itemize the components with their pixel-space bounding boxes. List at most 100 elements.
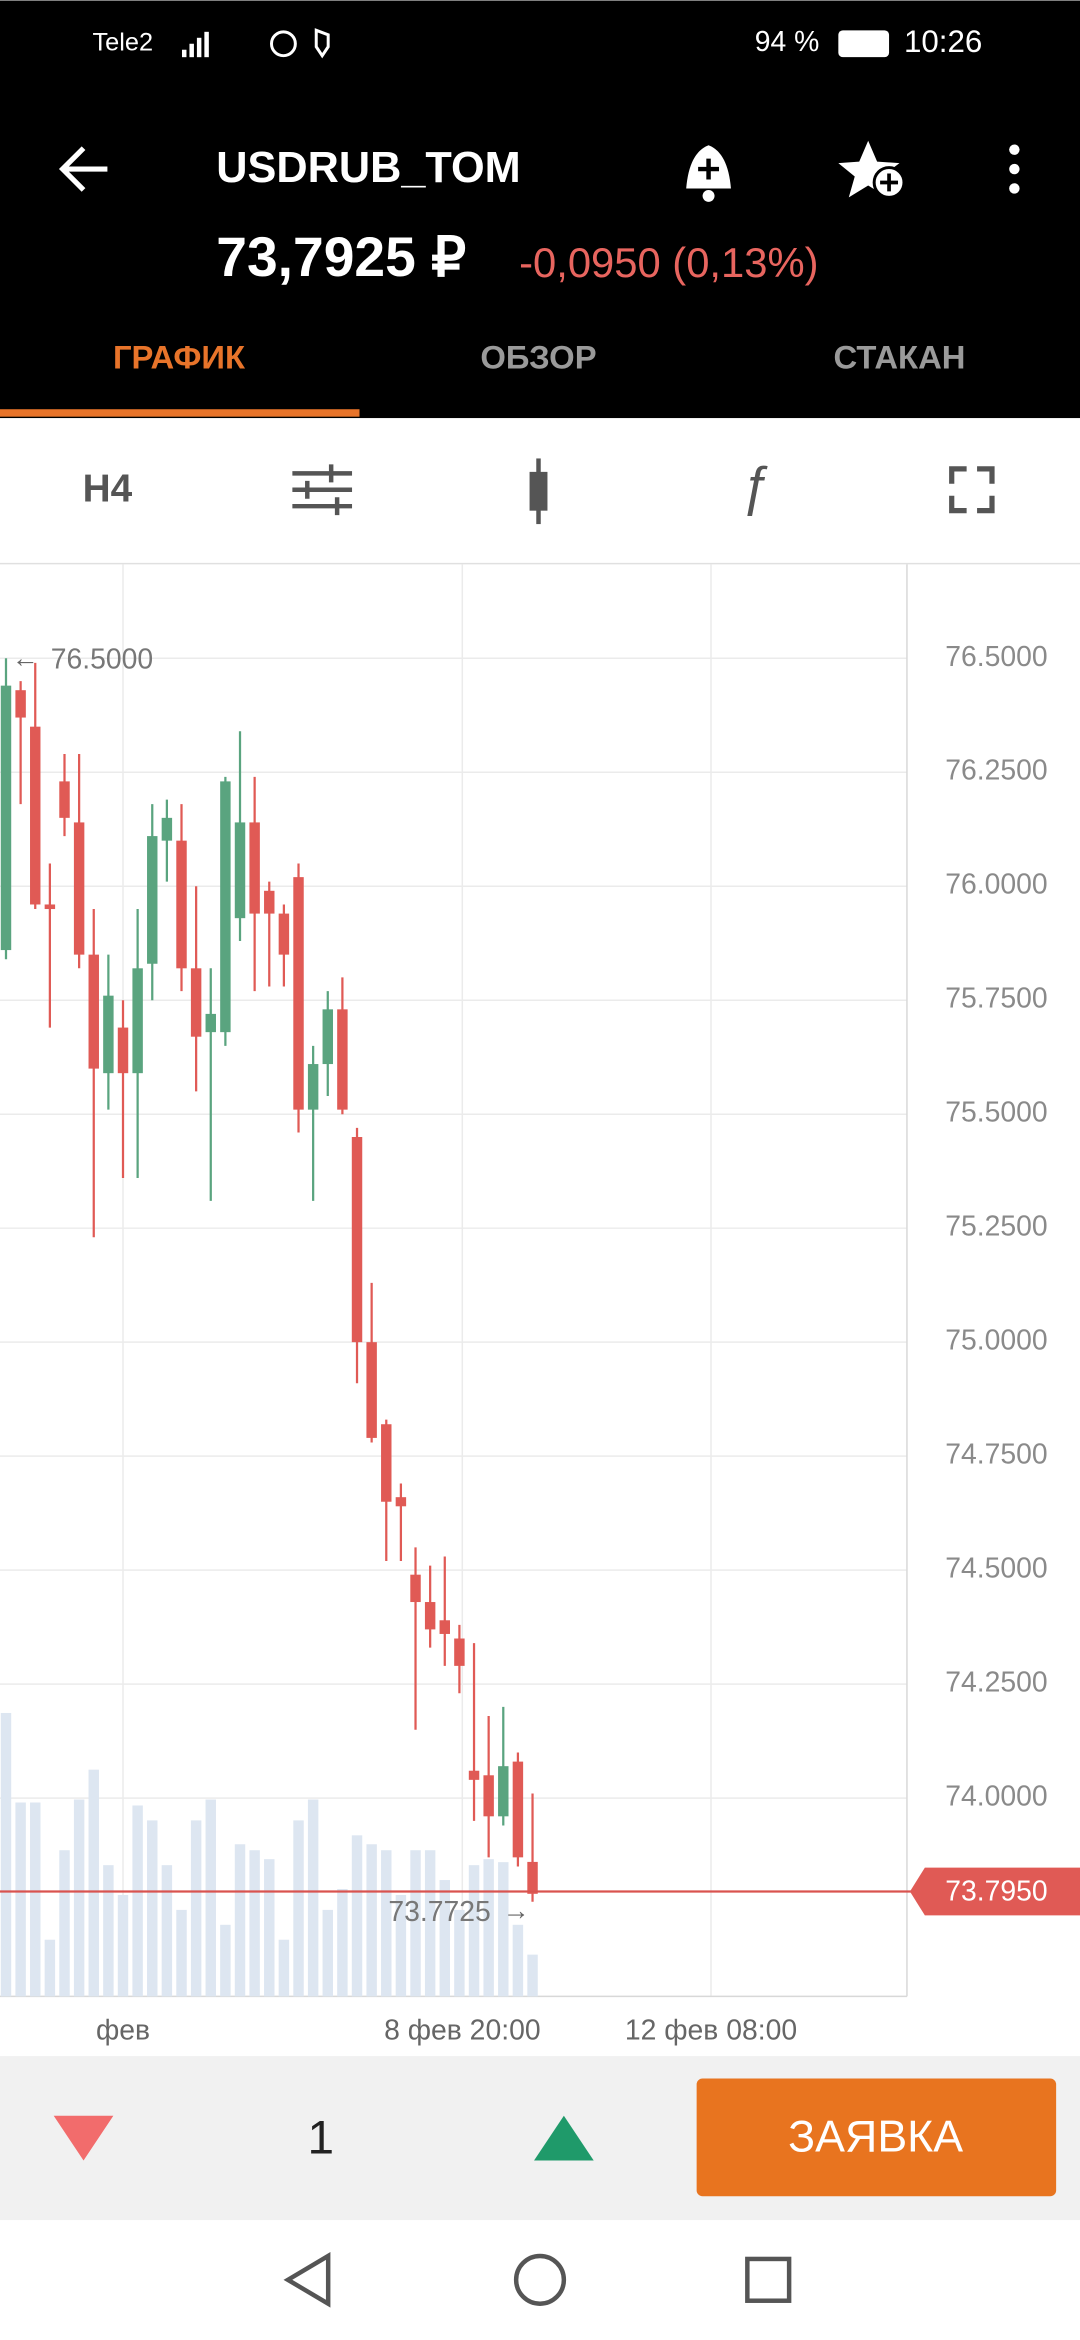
y-tick-label: 75.5000	[945, 1097, 1047, 1129]
candle-body	[176, 840, 187, 969]
chart: 74.0000 74.2500 74.5000 74.7500 75.0000 75.25…	[0, 564, 1080, 2047]
fullscreen-button[interactable]	[949, 466, 995, 514]
volume-bar	[512, 1924, 524, 1997]
last-price: 73,7925 ₽	[216, 226, 466, 288]
interval-button[interactable]: H4	[83, 468, 133, 511]
nav-home[interactable]	[513, 2253, 567, 2306]
candle-body	[234, 822, 246, 919]
tab[interactable]: ГРАФИК	[113, 339, 246, 376]
menu-button[interactable]	[1009, 144, 1020, 194]
y-tick-label: 74.5000	[945, 1553, 1047, 1585]
volume-bar	[439, 1880, 450, 1997]
back-button[interactable]	[58, 146, 108, 192]
volume-bar	[15, 1802, 26, 1997]
volume-bar	[73, 1799, 85, 1997]
y-tick-label: 74.7500	[945, 1439, 1047, 1471]
volume-bar	[103, 1865, 114, 1997]
app-header-bg	[0, 0, 1080, 419]
quantity[interactable]: 1	[307, 2112, 334, 2165]
candle-body	[512, 1761, 524, 1858]
alert-button[interactable]	[686, 145, 731, 202]
candle-body	[205, 1013, 216, 1033]
order-button[interactable]	[696, 2078, 1057, 2197]
order-button-label: ЗАЯВКА	[788, 2111, 963, 2161]
candle-body	[527, 1861, 538, 1894]
nav-recents[interactable]	[745, 2256, 792, 2303]
volume-bar	[264, 1859, 275, 1997]
x-tick-label: фев	[96, 2015, 150, 2047]
volume-bar	[44, 1939, 56, 1997]
candle-body	[44, 904, 56, 910]
volume-bar	[351, 1835, 363, 1997]
candle-body	[410, 1574, 421, 1603]
volume-bar	[293, 1820, 304, 1997]
indicators-button[interactable]: ƒ	[740, 456, 770, 517]
volume-bar	[322, 1909, 333, 1997]
volume-bar	[337, 1889, 348, 1997]
ticker-title: USDRUB_TOM	[216, 144, 520, 192]
candle-body	[278, 913, 290, 955]
max-arrow: ←	[12, 643, 39, 673]
candle-body	[161, 817, 173, 841]
y-tick-label: 75.7500	[945, 983, 1047, 1015]
candle-body	[220, 781, 231, 1033]
volume-bar	[307, 1799, 319, 1997]
candle-body	[454, 1638, 465, 1666]
sell-button[interactable]	[53, 2115, 114, 2161]
signal-icons	[181, 28, 330, 59]
battery-icon	[838, 30, 890, 58]
last-price-tag	[909, 1867, 1080, 1916]
y-tick-label: 76.0000	[945, 869, 1047, 901]
y-tick-label: 76.5000	[945, 641, 1047, 673]
volume-bar	[30, 1802, 41, 1997]
battery-level: 94 %	[755, 26, 820, 58]
tab[interactable]: ОБЗОР	[480, 339, 596, 376]
volume-bar	[117, 1894, 129, 1997]
candle-body	[88, 954, 99, 1069]
volume-bar	[249, 1850, 260, 1997]
candle-body	[395, 1497, 407, 1507]
favorite-button[interactable]	[838, 140, 906, 199]
last-price-label: 73.7950	[945, 1876, 1047, 1908]
candle-body	[147, 836, 158, 964]
buy-button[interactable]	[534, 2115, 594, 2161]
volume-bar	[278, 1939, 290, 1997]
settings-button[interactable]	[292, 464, 353, 516]
candle-body	[322, 1009, 333, 1065]
volume-bar	[498, 1862, 509, 1997]
nav-bar	[0, 2220, 1080, 2340]
nav-back[interactable]	[283, 2252, 331, 2308]
price-change: -0,0950 (0,13%)	[519, 239, 818, 286]
chart-type-button[interactable]	[529, 458, 548, 525]
candle-body	[307, 1064, 319, 1110]
candle-body	[59, 781, 70, 818]
y-tick-label: 74.0000	[945, 1781, 1047, 1813]
tab-indicator	[0, 409, 360, 417]
candle-body	[483, 1775, 494, 1817]
tab[interactable]: СТАКАН	[834, 339, 966, 376]
y-tick-label: 74.2500	[945, 1667, 1047, 1699]
volume-bar	[147, 1820, 158, 1997]
candle-body	[264, 890, 275, 914]
volume-bar	[454, 1909, 465, 1997]
volume-bar	[366, 1844, 377, 1997]
volume-bar	[483, 1859, 494, 1997]
volume-bar	[220, 1924, 231, 1997]
y-tick-label: 76.2500	[945, 755, 1047, 787]
candle-body	[190, 968, 202, 1037]
candle-body	[381, 1424, 392, 1502]
candle-body	[424, 1602, 436, 1630]
candle-body	[117, 1027, 129, 1074]
volume-bar	[410, 1850, 421, 1997]
candle-body	[15, 690, 26, 718]
volume-bar	[395, 1894, 407, 1997]
candle-body	[249, 822, 260, 914]
candle-body	[293, 877, 304, 1110]
volume-bar	[234, 1844, 246, 1997]
candle-body	[0, 685, 12, 951]
candle-body	[498, 1766, 509, 1817]
volume-bar	[468, 1865, 480, 1997]
volume-bar	[205, 1799, 216, 1997]
